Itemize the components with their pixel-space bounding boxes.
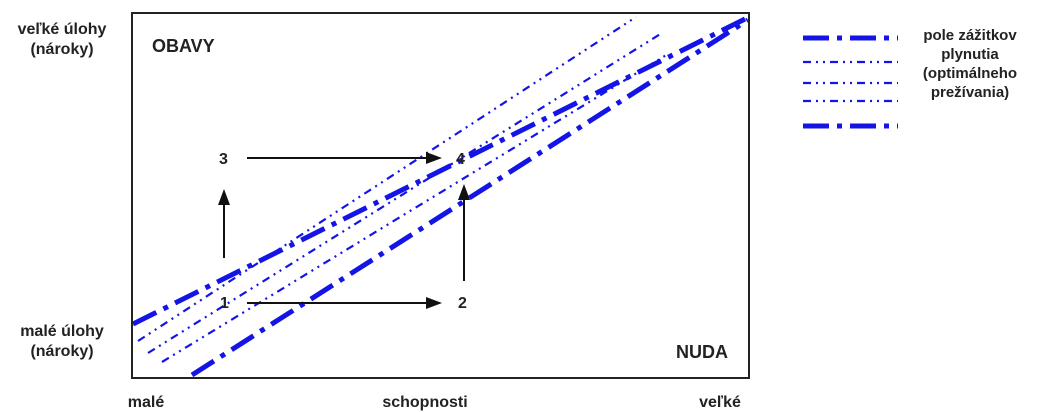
y-axis-top-label: veľké úlohy (nároky) [2, 20, 122, 60]
y-axis-bottom-line-1: malé úlohy [20, 323, 104, 340]
arrowhead-1-to-2 [426, 297, 442, 309]
y-axis-bottom-line-2: (nároky) [30, 343, 94, 360]
arrows [218, 152, 470, 309]
band-line-inner-1 [137, 16, 637, 342]
arrowhead-1-to-3 [218, 189, 230, 205]
region-label-boredom: NUDA [676, 342, 728, 362]
legend-label: pole zážitkov plynutia (optimálneho prež… [905, 26, 1035, 102]
y-axis-bottom-label: malé úlohy (nároky) [2, 322, 122, 362]
band-line-outer-lower [190, 17, 748, 377]
y-axis-top-line-1: veľké úlohy [17, 21, 107, 38]
x-axis-left-label: malé [127, 394, 165, 411]
legend-line-4: prežívania) [930, 84, 1010, 101]
band-line-inner-2 [147, 32, 663, 354]
point-label-3: 3 [219, 151, 228, 168]
legend-line-1: pole zážitkov [923, 27, 1017, 44]
region-label-anxiety: OBAVY [152, 36, 215, 56]
point-label-1: 1 [220, 295, 229, 312]
legend-line-2: plynutia [941, 46, 999, 63]
point-label-4: 4 [456, 151, 465, 168]
y-axis-top-line-2: (nároky) [30, 41, 94, 58]
band-line-inner-3 [161, 53, 669, 363]
plot-frame [131, 12, 750, 379]
point-label-2: 2 [458, 295, 467, 312]
arrowhead-2-to-4 [458, 184, 470, 200]
x-axis-right-label: veľké [699, 394, 741, 411]
legend-swatches [803, 35, 898, 129]
legend-line-3: (optimálneho [922, 65, 1018, 82]
band-line-outer-upper [133, 16, 747, 327]
x-axis-middle-label: schopnosti [382, 394, 468, 411]
flow-channel-band [133, 16, 748, 377]
arrowhead-3-to-4 [426, 152, 442, 164]
